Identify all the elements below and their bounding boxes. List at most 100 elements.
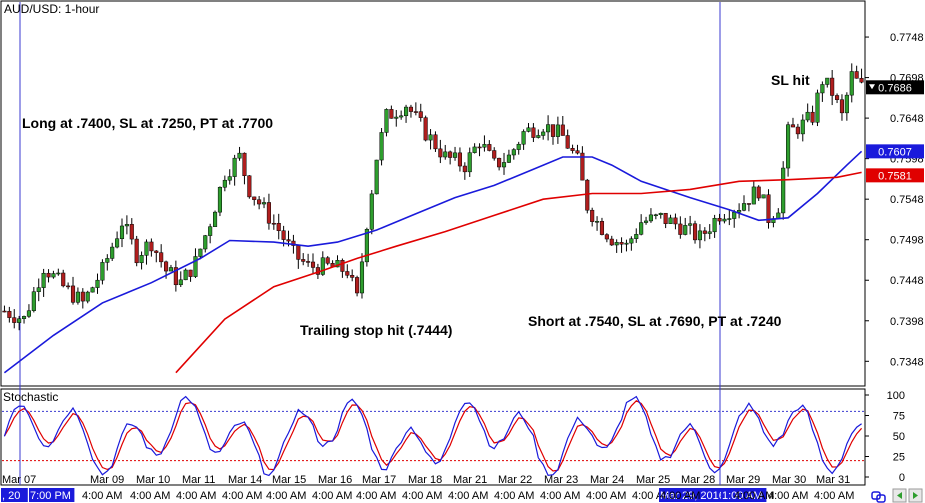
candle-body bbox=[345, 271, 350, 276]
candle-body bbox=[487, 144, 492, 151]
candle-body bbox=[193, 256, 198, 277]
candle-body bbox=[100, 262, 105, 281]
candle-body bbox=[604, 234, 609, 240]
candle-body bbox=[683, 225, 688, 235]
candle-body bbox=[546, 124, 551, 133]
date-tick-label: Mar 16 bbox=[318, 474, 352, 486]
candle-body bbox=[658, 212, 663, 216]
candle-body bbox=[712, 217, 717, 233]
time-tick-label: 4:00 AM bbox=[312, 490, 352, 502]
candle-body bbox=[379, 132, 384, 161]
candle-body bbox=[717, 217, 722, 222]
candle-body bbox=[555, 124, 560, 137]
stochastic-layer bbox=[2, 395, 864, 477]
candle-body bbox=[31, 291, 36, 311]
candle-body bbox=[188, 269, 193, 277]
candle-body bbox=[697, 230, 702, 241]
candle-body bbox=[66, 285, 71, 288]
price-tick-label: 0.7448 bbox=[890, 275, 924, 287]
candle-body bbox=[722, 218, 727, 222]
candle-body bbox=[678, 223, 683, 235]
candle-body bbox=[36, 287, 41, 292]
candle-body bbox=[173, 267, 178, 286]
stochastic-d-line bbox=[3, 400, 863, 472]
candle-body bbox=[526, 127, 531, 132]
date-tick-label: Mar 15 bbox=[272, 474, 306, 486]
candle-body bbox=[105, 258, 110, 263]
annotation-long-entry: Long at .7400, SL at .7250, PT at .7700 bbox=[22, 115, 273, 131]
candle-body bbox=[90, 287, 95, 293]
candle-body bbox=[521, 131, 526, 145]
price-tick-label: 0.7398 bbox=[890, 316, 924, 328]
candle-body bbox=[663, 212, 668, 224]
annotation-sl-hit: SL hit bbox=[771, 72, 810, 88]
candle-body bbox=[462, 165, 467, 173]
price-badge-label: 0.7686 bbox=[878, 82, 912, 94]
date-tick-label: Mar 31 bbox=[816, 474, 850, 486]
candle-body bbox=[815, 92, 820, 123]
candle-body bbox=[732, 211, 737, 219]
candle-body bbox=[271, 222, 276, 225]
stochastic-tick-label: 75 bbox=[893, 411, 905, 423]
price-tick-label: 0.7548 bbox=[890, 194, 924, 206]
candle-body bbox=[46, 272, 51, 278]
candle-body bbox=[599, 221, 605, 235]
candle-body bbox=[629, 238, 634, 244]
chart-link-icon[interactable] bbox=[871, 491, 886, 503]
time-tick-label: 4:00 AM bbox=[402, 490, 442, 502]
candle-body bbox=[849, 71, 854, 96]
candle-body bbox=[673, 217, 678, 225]
stochastic-tick-label: 0 bbox=[899, 472, 905, 484]
candle-body bbox=[139, 255, 144, 264]
price-tick-label: 0.7748 bbox=[890, 32, 924, 44]
candle-body bbox=[252, 196, 257, 200]
time-tick-label: 4:00 AM bbox=[814, 490, 854, 502]
candle-body bbox=[550, 124, 556, 137]
candle-body bbox=[580, 152, 585, 181]
candle-body bbox=[756, 186, 761, 199]
date-tick-label: Mar 07 bbox=[2, 474, 36, 486]
scroll-right-icon[interactable] bbox=[908, 488, 923, 503]
candle-body bbox=[707, 231, 712, 234]
time-axis: , 20 7:00 PM 4:00 AM 4:00 AM 4:00 AM 4:00 AM 4… bbox=[1, 488, 854, 502]
candle-body bbox=[320, 257, 325, 275]
candle-body bbox=[467, 152, 472, 173]
candle-body bbox=[208, 226, 213, 236]
candle-body bbox=[335, 260, 340, 268]
candle-body bbox=[644, 220, 649, 223]
candle-body bbox=[536, 135, 541, 138]
price-badge-arrow bbox=[869, 84, 875, 90]
candle-body bbox=[41, 272, 46, 288]
candle-body bbox=[149, 241, 154, 252]
annotation-short-entry: Short at .7540, SL at .7690, PT at .7240 bbox=[528, 313, 782, 329]
date-axis: Mar 07 Mar 09 Mar 10 Mar 11 Mar 14 Mar 15 Mar … bbox=[2, 474, 850, 486]
candle-body bbox=[614, 242, 619, 246]
time-tick-label: , 20 bbox=[2, 490, 20, 502]
price-badge bbox=[866, 168, 924, 183]
price-badge-label: 0.7581 bbox=[878, 170, 912, 182]
candle-body bbox=[448, 151, 453, 158]
candle-body bbox=[261, 202, 267, 205]
candle-body bbox=[291, 240, 296, 246]
candle-body bbox=[688, 223, 693, 226]
candle-body bbox=[384, 109, 389, 133]
candle-body bbox=[648, 214, 653, 222]
candle-body bbox=[408, 106, 414, 112]
stochastic-tick-label: 100 bbox=[887, 390, 905, 402]
candle-body bbox=[634, 234, 639, 239]
scroll-left-icon[interactable] bbox=[892, 488, 907, 503]
candle-body bbox=[761, 194, 766, 199]
candle-body bbox=[12, 317, 17, 323]
candle-body bbox=[702, 230, 707, 234]
date-tick-label: Mar 09 bbox=[90, 474, 124, 486]
candle-body bbox=[257, 199, 262, 205]
candles-layer bbox=[2, 63, 864, 331]
candle-body bbox=[418, 111, 423, 118]
candle-body bbox=[433, 134, 438, 150]
date-tick-label: Mar 22 bbox=[498, 474, 532, 486]
price-badges: 0.7686 0.7607 0.7581 bbox=[866, 80, 924, 183]
candle-body bbox=[810, 111, 815, 123]
candle-body bbox=[741, 203, 747, 211]
date-tick-label: Mar 29 bbox=[726, 474, 760, 486]
